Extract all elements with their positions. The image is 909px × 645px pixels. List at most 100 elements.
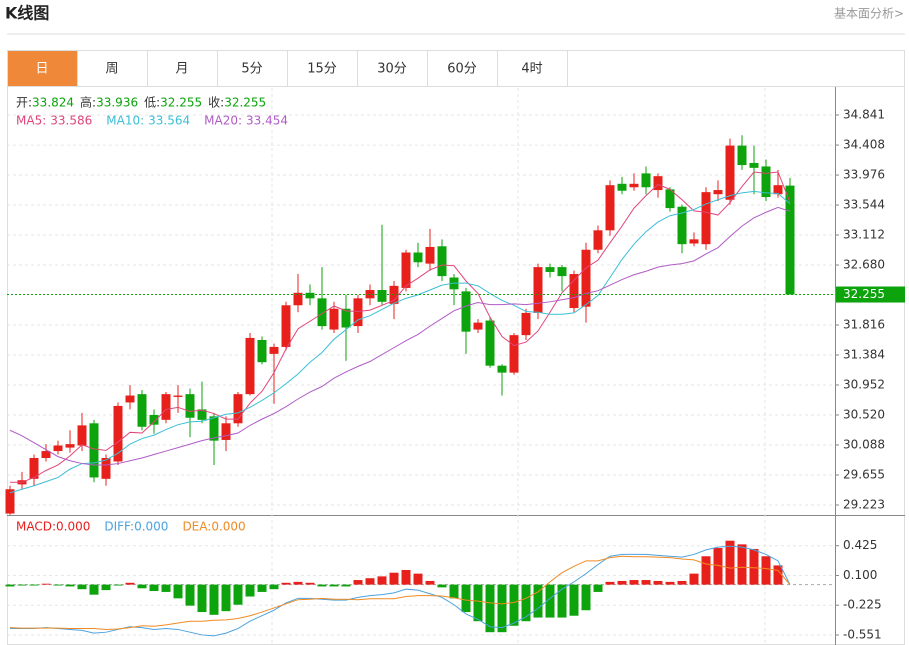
candle-body (593, 230, 603, 250)
macd-bar (713, 548, 723, 585)
candle-body (641, 173, 651, 188)
legend-text: MA5: (16, 114, 46, 128)
fundamental-link[interactable]: 基本面分析> (834, 7, 904, 21)
legend-text: 33.936 (96, 96, 138, 110)
candle-body (521, 312, 531, 336)
macd-bar (689, 573, 699, 585)
y-tick-label: 34.408 (843, 138, 885, 152)
tab[interactable] (357, 50, 428, 87)
macd-bar (497, 584, 507, 633)
macd-bar (173, 584, 183, 599)
macd-bar (617, 580, 627, 585)
macd-bar (125, 582, 135, 585)
macd-bar (389, 572, 399, 585)
candle-body (761, 166, 771, 197)
legend-text: 0.000 (211, 520, 245, 534)
legend-text: 32.255 (160, 96, 202, 110)
candle-body (701, 192, 711, 245)
tab[interactable] (7, 50, 78, 87)
legend-text: 低: (144, 96, 160, 110)
macd-bar (257, 584, 267, 592)
candle-body (773, 185, 783, 195)
candle-body (305, 292, 315, 299)
legend-text: DIFF: (104, 520, 134, 534)
candle-body (725, 145, 735, 200)
macd-bar (53, 584, 63, 586)
macd-bar (329, 584, 339, 587)
macd-bar (341, 584, 351, 587)
tab-label[interactable]: 日 (35, 62, 48, 77)
y-tick-label: 33.976 (843, 168, 885, 182)
macd-bar (509, 584, 519, 626)
tab-label[interactable]: 15分 (307, 62, 337, 77)
macd-bar (629, 580, 639, 585)
tab-label[interactable]: 5分 (241, 62, 262, 77)
tab-label[interactable]: 60分 (447, 62, 477, 77)
legend-text: 开: (16, 96, 32, 110)
legend-text: 33.454 (246, 114, 288, 128)
macd-bar (545, 584, 555, 618)
y-tick-label: 34.841 (843, 108, 885, 122)
y-tick-label: 31.816 (843, 317, 885, 331)
y-tick-label: 32.680 (843, 258, 885, 272)
candle-body (245, 337, 255, 395)
macd-bar (725, 540, 735, 585)
indicator-line (10, 545, 791, 637)
candle-body (353, 298, 363, 327)
candle-body (53, 445, 63, 452)
tab-label[interactable]: 4时 (521, 62, 542, 77)
macd-bar (401, 569, 411, 585)
candle-body (689, 239, 699, 244)
macd-bar (641, 580, 651, 585)
tab-label[interactable]: 周 (105, 62, 118, 77)
macd-bar (485, 584, 495, 633)
tab[interactable] (497, 50, 568, 87)
tab[interactable] (217, 50, 288, 87)
macd-bar (749, 548, 759, 585)
macd-bar (317, 584, 327, 587)
last-price-label: 32.255 (843, 287, 885, 301)
candle-body (485, 320, 495, 366)
candle-body (221, 423, 231, 440)
candle-body (533, 267, 543, 313)
legend-text: MA20: (204, 114, 242, 128)
macd-bar (521, 584, 531, 622)
macd-bar (473, 584, 483, 622)
candle-body (173, 395, 183, 397)
candle-body (293, 292, 303, 306)
macd-bar (761, 556, 771, 585)
y-tick-label: 31.384 (843, 347, 885, 361)
macd-bar (569, 584, 579, 616)
candle-body (665, 189, 675, 209)
candle-body (713, 190, 723, 195)
y-tick-label: 29.223 (843, 498, 885, 512)
candle-body (749, 162, 759, 168)
macd-bar (449, 584, 459, 599)
chart-frame (7, 50, 905, 645)
legend-text: 0.000 (56, 520, 90, 534)
tab-label[interactable]: 30分 (377, 62, 407, 77)
legend-text: 33.564 (148, 114, 190, 128)
macd-bar (245, 584, 255, 597)
macd-bar (185, 584, 195, 606)
candle-body (389, 285, 399, 304)
legend-text: MACD: (16, 520, 56, 534)
tab-label[interactable]: 月 (175, 62, 188, 77)
tab[interactable] (147, 50, 218, 87)
candle-body (437, 246, 447, 277)
macd-bar (41, 583, 51, 585)
macd-bar (29, 584, 39, 586)
macd-bar (65, 584, 75, 587)
candle-body (581, 249, 591, 307)
macd-bar (425, 580, 435, 585)
macd-bar (701, 556, 711, 585)
tab[interactable] (77, 50, 148, 87)
indicator-line (9, 206, 791, 466)
macd-bar (281, 582, 291, 585)
macd-bar (665, 581, 675, 585)
candle-body (281, 305, 291, 347)
y-tick-label: 30.088 (843, 437, 885, 451)
macd-bar (161, 584, 171, 592)
y-tick-label: -0.551 (843, 628, 882, 642)
